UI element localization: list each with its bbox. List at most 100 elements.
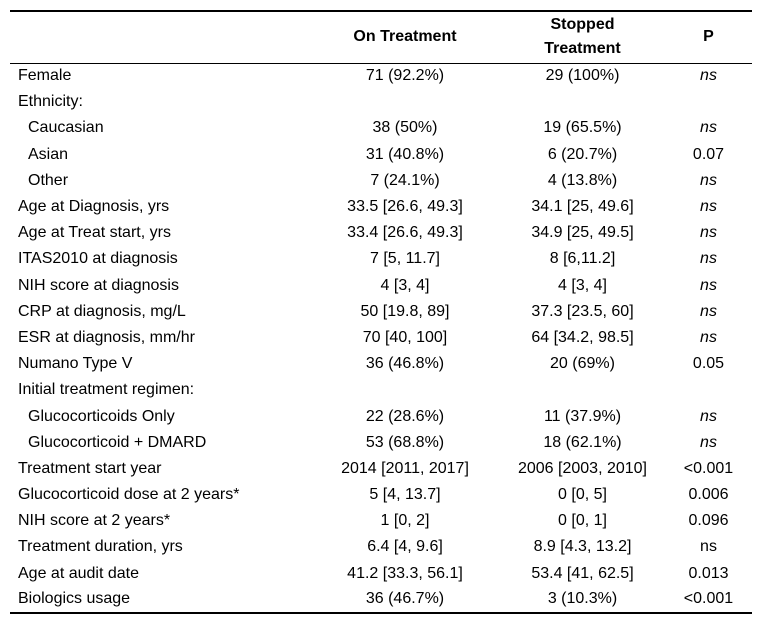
table-cell: [310, 377, 500, 403]
table-cell: 34.9 [25, 49.5]: [531, 224, 634, 242]
row-label: Asian: [28, 145, 69, 163]
table-row: Caucasian 38 (50%) 19 (65.5%) ns: [10, 115, 752, 141]
table-cell: [310, 89, 500, 115]
row-label: Age at audit date: [18, 564, 139, 582]
table-row: NIH score at 2 years* 1 [0, 2] 0 [0, 1] 0.0…: [10, 508, 752, 534]
table-cell: 0.013: [688, 564, 729, 582]
table-cell: 0 [0, 5]: [558, 486, 607, 504]
table-cell: 19 (65.5%): [543, 119, 622, 137]
table-row: Treatment duration, yrs 6.4 [4, 9.6] 8.9 […: [10, 534, 752, 560]
table-cell: ns: [700, 250, 717, 268]
table-row: CRP at diagnosis, mg/L 50 [19.8, 89] 37.3 …: [10, 299, 752, 325]
table-cell: 31 (40.8%): [365, 145, 445, 163]
table-cell: 8.9 [4.3, 13.2]: [533, 538, 632, 556]
table-row: Initial treatment regimen:: [10, 377, 752, 403]
table-cell: 53.4 [41, 62.5]: [531, 564, 634, 582]
table-cell: 53 (68.8%): [365, 433, 445, 451]
row-label: NIH score at 2 years*: [18, 512, 171, 530]
table-cell: 6.4 [4, 9.6]: [367, 538, 443, 556]
header-row: On Treatment Stopped Treatment P: [10, 11, 752, 63]
table-cell: 50 [19.8, 89]: [360, 302, 450, 320]
table-cell: 2006 [2003, 2010]: [517, 459, 647, 477]
table-cell: 11 (37.9%): [543, 407, 622, 425]
table-row: Asian 31 (40.8%) 6 (20.7%) 0.07: [10, 142, 752, 168]
table-cell: <0.001: [683, 459, 734, 477]
table-cell: <0.001: [683, 590, 734, 608]
data-table: On Treatment Stopped Treatment P Female 7…: [10, 10, 752, 614]
table-row: Ethnicity:: [10, 89, 752, 115]
table-cell: 34.1 [25, 49.6]: [531, 198, 634, 216]
table-cell: 5 [4, 13.7]: [369, 486, 441, 504]
row-label: Age at Diagnosis, yrs: [18, 198, 170, 216]
table-cell: ns: [700, 119, 717, 137]
table-cell: 22 (28.6%): [365, 407, 445, 425]
table-row: ESR at diagnosis, mm/hr 70 [40, 100] 64 [3…: [10, 325, 752, 351]
row-label: Numano Type V: [18, 355, 133, 373]
table-cell: 6 (20.7%): [547, 145, 618, 163]
row-label: Initial treatment regimen:: [18, 381, 195, 399]
table-cell: [500, 89, 665, 115]
table-row: Age at Treat start, yrs 33.4 [26.6, 49.3]…: [10, 220, 752, 246]
row-label: Treatment duration, yrs: [18, 538, 183, 556]
row-label: Glucocorticoid + DMARD: [28, 433, 207, 451]
table-cell: 33.4 [26.6, 49.3]: [347, 224, 463, 242]
table-row: Female 71 (92.2%) 29 (100%) ns: [10, 63, 752, 89]
row-label: Female: [18, 67, 72, 85]
table-row: Age at audit date 41.2 [33.3, 56.1] 53.4 […: [10, 561, 752, 587]
table-cell: ns: [700, 67, 717, 85]
table-row: Glucocorticoids Only 22 (28.6%) 11 (37.9%)…: [10, 403, 752, 429]
table-cell: ns: [700, 407, 717, 425]
table-cell: ns: [700, 171, 717, 189]
table-row: Treatment start year 2014 [2011, 2017] 200…: [10, 456, 752, 482]
table-cell: ns: [700, 224, 717, 242]
table-cell: 37.3 [23.5, 60]: [531, 302, 634, 320]
table-cell: 3 (10.3%): [547, 590, 618, 608]
table-cell: 36 (46.8%): [365, 355, 445, 373]
row-label: Glucocorticoids Only: [28, 407, 175, 425]
table-cell: 36 (46.7%): [365, 590, 445, 608]
table-cell: 1 [0, 2]: [380, 512, 430, 530]
table-cell: 38 (50%): [372, 119, 438, 137]
header-cell: [10, 11, 310, 63]
table-cell: 41.2 [33.3, 56.1]: [347, 564, 463, 582]
row-label: Caucasian: [28, 119, 104, 137]
row-label: ESR at diagnosis, mm/hr: [18, 328, 195, 346]
table-cell: ns: [700, 433, 717, 451]
row-label: Treatment start year: [18, 459, 162, 477]
table-cell: ns: [700, 276, 717, 294]
table-row: NIH score at diagnosis 4 [3, 4] 4 [3, 4] ns: [10, 273, 752, 299]
table-cell: 20 (69%): [550, 355, 615, 373]
table-cell: ns: [700, 328, 717, 346]
table-cell: 70 [40, 100]: [362, 328, 448, 346]
row-label: Biologics usage: [18, 590, 131, 608]
table-row: Numano Type V 36 (46.8%) 20 (69%) 0.05: [10, 351, 752, 377]
table-cell: [500, 377, 665, 403]
table-cell: 2014 [2011, 2017]: [341, 459, 469, 477]
table-row: ITAS2010 at diagnosis 7 [5, 11.7] 8 [6,11.…: [10, 246, 752, 272]
table-cell: 18 (62.1%): [543, 433, 622, 451]
table-cell: 7 [5, 11.7]: [370, 250, 440, 268]
table-cell: 0.05: [692, 355, 725, 373]
table-cell: 33.5 [26.6, 49.3]: [347, 198, 463, 216]
table-cell: 64 [34.2, 98.5]: [531, 328, 634, 346]
table-cell: 0.006: [688, 486, 729, 504]
row-label: Other: [28, 171, 69, 189]
table-row: Glucocorticoid + DMARD 53 (68.8%) 18 (62.1…: [10, 430, 752, 456]
table-cell: 0.07: [692, 145, 725, 163]
row-label: Ethnicity:: [18, 93, 83, 111]
row-label: NIH score at diagnosis: [18, 276, 179, 294]
table-cell: 0 [0, 1]: [558, 512, 607, 530]
header-text: Stopped Treatment: [544, 16, 621, 58]
table-cell: [665, 377, 752, 403]
table-cell: ns: [700, 302, 717, 320]
table-cell: ns: [700, 198, 717, 216]
table-cell: 71 (92.2%): [365, 67, 445, 85]
table-row: Age at Diagnosis, yrs 33.5 [26.6, 49.3] 34…: [10, 194, 752, 220]
header-cell: Stopped Treatment: [500, 11, 665, 63]
table-cell: 7 (24.1%): [370, 171, 440, 189]
table-row: Other 7 (24.1%) 4 (13.8%) ns: [10, 168, 752, 194]
table-cell: 4 (13.8%): [547, 171, 618, 189]
table-header: On Treatment Stopped Treatment P: [10, 11, 752, 63]
row-label: ITAS2010 at diagnosis: [18, 250, 178, 268]
